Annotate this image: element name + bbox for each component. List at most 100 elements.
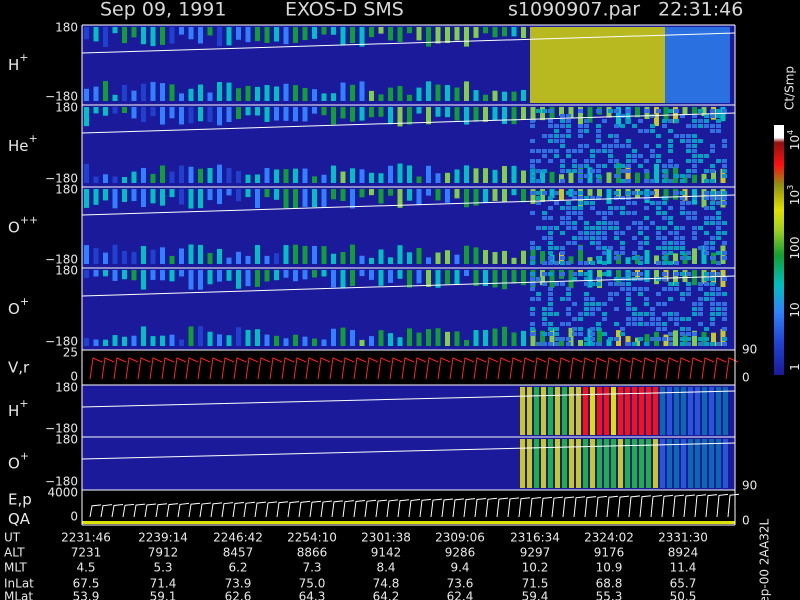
cell (179, 248, 184, 264)
cell (596, 322, 601, 326)
cell (644, 226, 649, 230)
cell (650, 221, 655, 225)
cell (681, 387, 686, 435)
cell (716, 216, 721, 220)
cell (560, 297, 565, 301)
cell (548, 226, 553, 230)
cell (584, 159, 589, 163)
cell (596, 226, 601, 230)
cell (587, 189, 593, 196)
cell (614, 277, 619, 281)
cell (217, 107, 222, 126)
cell (388, 87, 393, 101)
cell (536, 169, 541, 173)
cell (530, 124, 535, 128)
cell (179, 189, 184, 205)
cell (483, 189, 488, 203)
cell (602, 261, 607, 265)
cell (255, 270, 260, 287)
cell (198, 244, 203, 264)
cell (704, 196, 709, 200)
cell (716, 191, 721, 195)
panel-label: O++ (8, 214, 38, 237)
cell (388, 270, 393, 283)
cell (698, 139, 703, 143)
cell (283, 107, 289, 121)
cell-value: 62.4 (447, 590, 474, 600)
cell (502, 27, 507, 37)
cell (722, 164, 727, 168)
cell (662, 169, 667, 173)
cell (656, 302, 661, 306)
cell-value: 9.4 (450, 561, 469, 575)
cell (576, 439, 581, 488)
cell (359, 255, 365, 264)
cell (596, 129, 601, 133)
row-label: ALT (4, 546, 25, 560)
cell (169, 84, 175, 101)
cell (141, 245, 146, 264)
colorbar-label-base: 1 (788, 363, 800, 371)
cell (692, 159, 697, 163)
panel-label-base: V,r (8, 358, 30, 376)
cell (122, 27, 127, 44)
cell (722, 292, 727, 296)
cell (554, 312, 559, 316)
cell (722, 231, 727, 235)
cell (566, 191, 571, 195)
cell (245, 107, 251, 116)
cell-value: 2254:10 (287, 531, 337, 545)
cell (169, 334, 175, 346)
cell (686, 272, 691, 276)
cell (283, 245, 289, 264)
row-label: MLat (4, 590, 33, 600)
cell (680, 317, 685, 321)
cell (150, 27, 156, 47)
cell-value: 2324:02 (584, 531, 634, 545)
cell (141, 270, 146, 290)
cell (264, 270, 270, 282)
cell (620, 251, 625, 255)
cell (359, 189, 365, 198)
cell (596, 149, 601, 153)
cell (340, 27, 346, 46)
cell (626, 226, 631, 230)
cell (596, 241, 601, 245)
cell (638, 119, 643, 123)
cell (710, 124, 715, 128)
cell (388, 189, 393, 196)
cell (644, 297, 649, 301)
cell (662, 226, 667, 230)
cell (674, 109, 679, 113)
cell (576, 387, 581, 435)
cell (445, 85, 450, 101)
cell (554, 149, 559, 153)
cell (698, 307, 703, 311)
cell-value: 9297 (520, 546, 551, 560)
cell (626, 297, 631, 301)
cell (492, 169, 498, 183)
cell (680, 342, 685, 346)
cell (722, 144, 727, 148)
cell (548, 119, 553, 123)
cell (572, 159, 577, 163)
cell (583, 387, 588, 435)
cell (692, 216, 697, 220)
cell (483, 168, 488, 183)
cell (572, 241, 577, 245)
cell (483, 27, 488, 34)
cell (626, 322, 631, 326)
cell (620, 246, 625, 250)
cell (283, 83, 289, 101)
cell (293, 244, 298, 264)
cell (340, 107, 346, 119)
cell (416, 189, 422, 205)
cell (131, 90, 137, 101)
cell (692, 139, 697, 143)
cell (264, 168, 270, 183)
cell (530, 149, 535, 153)
cell (521, 170, 526, 183)
cell (572, 164, 577, 168)
cell (656, 246, 661, 250)
cell (554, 191, 559, 195)
